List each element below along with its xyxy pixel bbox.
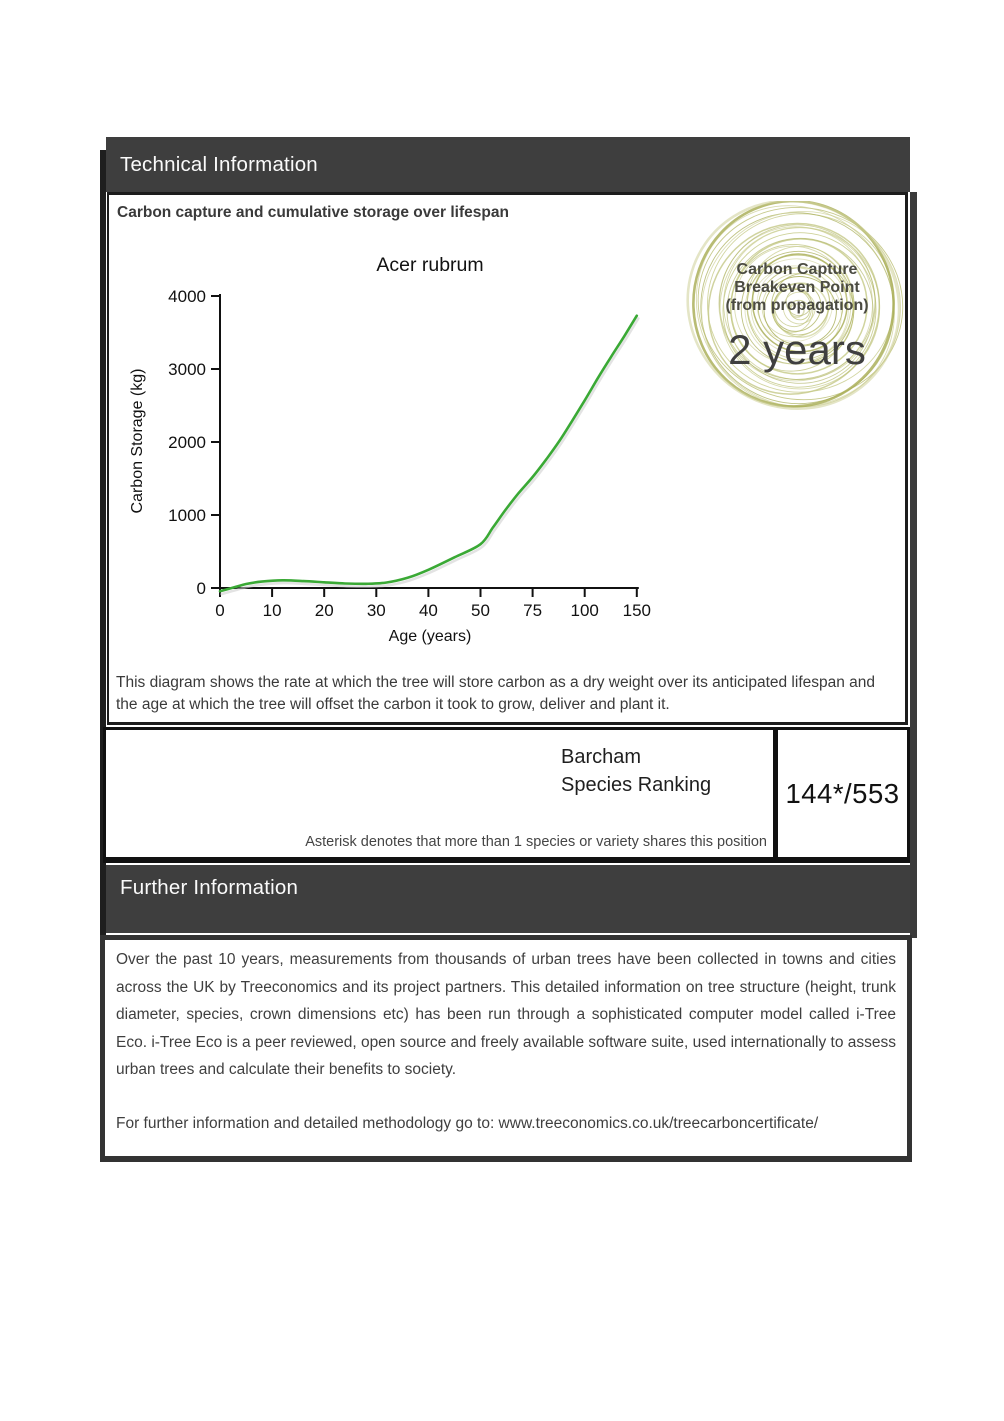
technical-information-header: Technical Information [106, 137, 910, 192]
ranking-value: 144*/553 [785, 777, 900, 809]
ranking-asterisk-note: Asterisk denotes that more than 1 specie… [305, 834, 767, 850]
tree-ring [701, 210, 902, 407]
further-information-header: Further Information [106, 865, 910, 933]
tree-ring [746, 254, 855, 364]
x-tick-label: 20 [315, 601, 334, 620]
tree-ring [782, 291, 816, 325]
ranking-label-line2: Species Ranking [561, 773, 712, 796]
x-tick-label: 30 [367, 601, 386, 620]
tree-ring [723, 227, 876, 381]
further-information-title: Further Information [120, 876, 299, 899]
tree-ring [722, 232, 877, 388]
tree-ring [763, 276, 837, 346]
carbon-storage-curve [218, 314, 639, 593]
breakeven-badge-text: Carbon Capture Breakeven Point (from pro… [685, 261, 909, 371]
tree-ring [726, 237, 874, 384]
tree-ring [772, 287, 814, 333]
tree-ring [773, 282, 829, 338]
species-ranking-panel: Barcham Species Ranking Asterisk denotes… [103, 727, 910, 863]
further-information-panel: Over the past 10 years, measurements fro… [100, 935, 912, 1162]
technical-information-title: Technical Information [120, 153, 318, 176]
x-tick-label: 150 [623, 601, 651, 620]
y-tick-label: 4000 [168, 287, 206, 306]
carbon-storage-chart: Acer rubrum 0 1000 2000 3000 4000 0 10 20 30 40 50 7… [129, 254, 651, 645]
tree-ring [750, 266, 842, 355]
tree-ring [707, 222, 881, 395]
y-tick-label: 2000 [168, 433, 206, 452]
tree-ring [757, 267, 844, 347]
tree-ring [772, 282, 822, 332]
breakeven-value: 2 years [728, 326, 866, 373]
tree-ring [697, 206, 904, 401]
tree-ring [734, 245, 852, 365]
tree-ring [789, 299, 810, 321]
further-paragraph-1: Over the past 10 years, measurements fro… [116, 951, 897, 1079]
badge-line-2: Breakeven Point [734, 279, 860, 296]
further-paragraph-2: For further information and detailed met… [116, 1114, 819, 1132]
y-axis-label: Carbon Storage (kg) [129, 369, 146, 514]
tree-ring [700, 212, 895, 405]
ranking-label-line1: Barcham [561, 746, 642, 768]
chart-panel-title: Carbon capture and cumulative storage ov… [117, 204, 509, 221]
x-axis-label: Age (years) [389, 628, 472, 645]
x-tick-label: 75 [523, 601, 542, 620]
badge-line-3: (from propagation) [725, 297, 869, 314]
tree-ring [730, 238, 868, 375]
x-tick-label: 100 [571, 601, 599, 620]
x-tick-label: 10 [263, 601, 282, 620]
y-tick-label: 3000 [168, 360, 206, 379]
x-tick-label: 50 [471, 601, 490, 620]
x-tick-label: 40 [419, 601, 438, 620]
document-right-frame [910, 192, 917, 938]
badge-line-1: Carbon Capture [736, 261, 858, 278]
curve-shadow [220, 317, 640, 596]
chart-title: Acer rubrum [376, 254, 483, 276]
breakeven-badge: Carbon Capture Breakeven Point (from pro… [685, 201, 909, 421]
ranking-divider [773, 730, 778, 857]
x-tick-label: 0 [215, 601, 224, 620]
tree-rings-icon [686, 201, 904, 411]
ranking-label: Barcham Species Ranking [561, 744, 711, 799]
chart-caption: This diagram shows the rate at which the… [116, 674, 876, 713]
tree-ring [686, 201, 901, 411]
document-left-frame [100, 150, 106, 1162]
chart-panel: Carbon capture and cumulative storage ov… [107, 192, 908, 725]
tree-ring [719, 224, 876, 380]
tree-ring [740, 250, 854, 365]
y-tick-label: 1000 [168, 506, 206, 525]
y-tick-label: 0 [197, 579, 206, 598]
ranking-label-cell: Barcham Species Ranking Asterisk denotes… [106, 730, 773, 857]
